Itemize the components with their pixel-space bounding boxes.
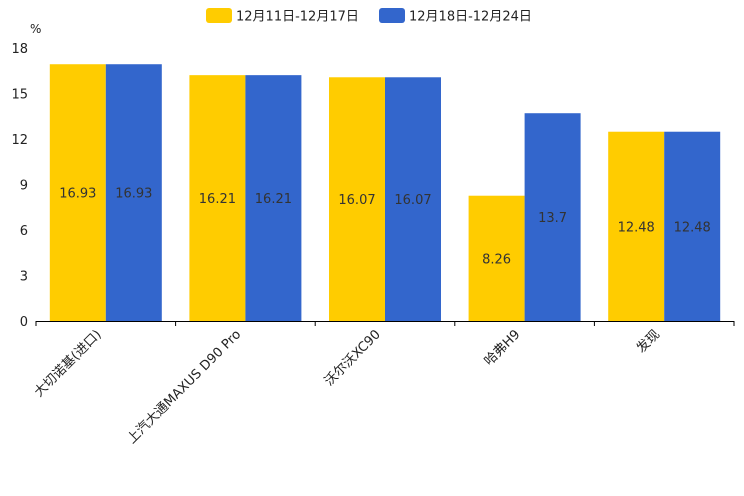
bar-1-5[interactable] [608,131,665,321]
data-label: 16.07 [338,193,375,208]
legend-swatch-1[interactable] [206,8,232,23]
data-label: 16.21 [255,192,292,207]
data-label: 16.93 [115,187,152,202]
data-labels: 16.93 16.93 16.21 16.21 16.07 16.07 8.26 13.7 12… [59,187,711,268]
data-label: 12.48 [618,220,655,235]
y-tick-label: 12 [11,133,28,148]
legend: 12月11日-12月17日 12月18日-12月24日 [206,8,532,25]
x-axis: 大切诺基(进口) 上汽大通MAXUS D90 Pro 沃尔沃XC90 哈弗H9 发现 [32,321,735,447]
data-label: 12.48 [674,220,711,235]
y-tick-label: 3 [20,270,28,285]
y-tick-label: 15 [11,88,28,103]
legend-label-1[interactable]: 12月11日-12月17日 [236,10,359,25]
y-axis: 0 3 6 9 12 15 18 [11,42,28,330]
data-label: 8.26 [482,252,511,267]
bar-2-5[interactable] [664,131,721,321]
y-tick-label: 9 [20,179,28,194]
y-tick-label: 18 [11,42,28,57]
bar-1-3[interactable] [329,77,385,321]
bar-1-1[interactable] [49,64,106,321]
x-tick-label: 大切诺基(进口) [32,327,105,400]
x-tick-label: 上汽大通MAXUS D90 Pro [125,327,245,447]
data-label: 13.7 [538,211,567,226]
bar-2-4[interactable] [524,113,581,321]
y-tick-label: 0 [20,315,28,330]
data-label: 16.21 [199,192,236,207]
bars [49,64,721,321]
legend-label-2[interactable]: 12月18日-12月24日 [409,10,532,25]
bar-1-4[interactable] [468,195,525,321]
x-tick-label: 沃尔沃XC90 [322,327,384,389]
y-axis-unit: % [30,22,41,36]
bar-2-3[interactable] [385,77,441,321]
x-tick-label: 发现 [633,327,663,357]
y-tick-label: 6 [20,224,28,239]
legend-swatch-2[interactable] [379,8,405,23]
data-label: 16.07 [394,193,431,208]
x-tick-label: 哈弗H9 [482,327,524,369]
bar-1-2[interactable] [189,75,246,321]
bar-2-1[interactable] [105,64,162,321]
data-label: 16.93 [59,187,96,202]
bar-2-2[interactable] [245,75,302,321]
